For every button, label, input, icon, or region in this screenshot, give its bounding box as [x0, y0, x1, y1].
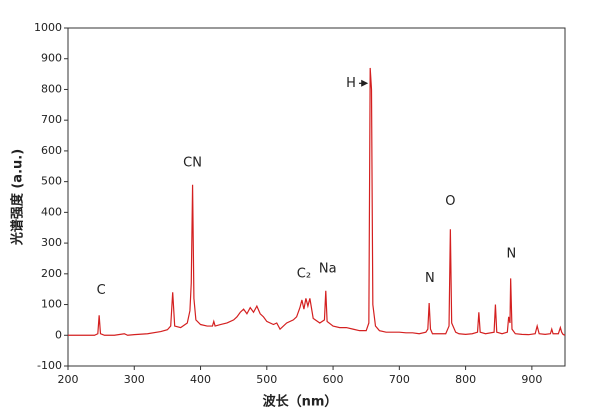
plot-frame — [67, 27, 566, 367]
x-axis-title: 波长（nm） — [263, 394, 338, 410]
y-tick-label: 300 — [41, 236, 62, 249]
y-tick-label: 500 — [41, 175, 62, 188]
arrow-head — [361, 79, 369, 87]
peak-label: N — [425, 271, 435, 286]
y-tick-label: 800 — [41, 82, 62, 95]
y-tick-label: 400 — [41, 205, 62, 218]
y-tick-label: 200 — [41, 267, 62, 280]
x-tick-label: 600 — [323, 373, 344, 386]
x-tick-label: 900 — [521, 373, 542, 386]
y-tick-label: 1000 — [34, 21, 62, 34]
peak-label: O — [445, 194, 455, 209]
y-axis-title: 光谱强度 (a.u.) — [10, 149, 26, 246]
x-tick-label: 300 — [124, 373, 145, 386]
y-tick-label: 0 — [55, 328, 62, 341]
y-tick-label: 600 — [41, 144, 62, 157]
y-tick-label: 100 — [41, 298, 62, 311]
peak-label: C — [97, 283, 106, 298]
y-tick-label: -100 — [37, 359, 62, 372]
x-tick-label: 500 — [256, 373, 277, 386]
y-tick-label: 900 — [41, 52, 62, 65]
spectrum-line — [68, 67, 566, 336]
y-tick-label: 700 — [41, 113, 62, 126]
peak-label: CN — [183, 156, 202, 171]
peak-label: C₂ — [297, 266, 311, 281]
peak-label: N — [506, 246, 516, 261]
x-tick-label: 400 — [190, 373, 211, 386]
x-tick-label: 700 — [389, 373, 410, 386]
peak-label: Na — [319, 262, 337, 277]
x-tick-label: 200 — [58, 373, 79, 386]
x-tick-label: 800 — [455, 373, 476, 386]
peak-label: H — [346, 76, 356, 91]
